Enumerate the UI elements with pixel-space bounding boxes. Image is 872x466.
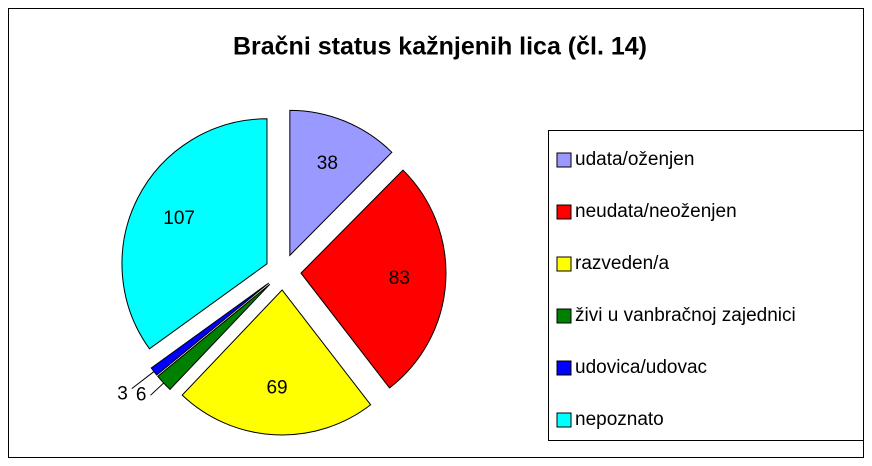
pie-slice (181, 289, 372, 436)
legend-label: razveden/a (575, 253, 669, 274)
data-label: 107 (163, 208, 195, 229)
legend-swatch (556, 360, 572, 376)
legend-swatch (556, 152, 572, 168)
data-label: 3 (117, 384, 128, 405)
chart-title: Bračni status kažnjenih lica (čl. 14) (233, 33, 647, 61)
legend-label: živi u vanbračnoj zajednici (575, 305, 796, 326)
pie-slice (289, 109, 393, 257)
legend-swatch (556, 308, 572, 324)
pie-slice (121, 118, 268, 350)
pie-slice (300, 169, 447, 389)
data-label: 69 (266, 377, 287, 398)
leader-line (150, 382, 165, 396)
legend-label: udata/oženjen (575, 149, 694, 170)
pie-slice (157, 283, 271, 391)
legend-swatch (556, 256, 572, 272)
legend-label: udovica/udovac (575, 357, 707, 378)
data-label: 6 (136, 384, 147, 405)
legend-label: nepoznato (575, 409, 664, 430)
legend-swatch (556, 412, 572, 428)
data-label: 38 (317, 153, 338, 174)
data-label: 83 (389, 268, 410, 289)
leader-line (131, 371, 155, 390)
legend-swatch (556, 204, 572, 220)
legend-label: neudata/neoženjen (575, 201, 737, 222)
legend-box (548, 130, 864, 441)
pie-slice (150, 282, 270, 376)
